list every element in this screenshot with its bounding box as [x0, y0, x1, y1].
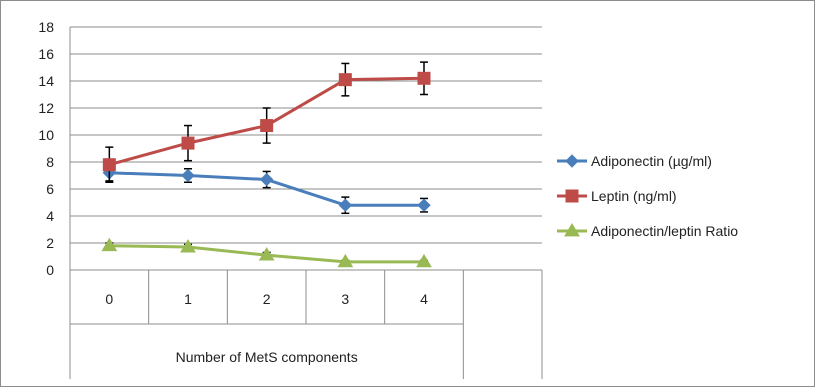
data-point-1 [338, 73, 352, 87]
x-tick-label: 4 [420, 291, 428, 307]
data-point-1 [417, 71, 431, 85]
data-point-0 [338, 198, 353, 212]
data-point-1 [102, 158, 116, 172]
y-tick-label: 8 [46, 154, 54, 170]
data-point-0 [259, 172, 274, 187]
data-point-0 [417, 198, 431, 212]
data-point-1 [181, 136, 195, 150]
y-tick-label: 10 [38, 127, 54, 143]
y-tick-label: 6 [46, 181, 54, 197]
data-point-0 [181, 168, 195, 183]
data-point-2 [416, 253, 432, 268]
y-tick-label: 12 [38, 100, 54, 116]
legend-label-2: Adiponectin/leptin Ratio [591, 223, 738, 239]
legend-marker-2 [564, 223, 580, 237]
x-tick-label: 2 [263, 291, 271, 307]
legend-label-1: Leptin (ng/ml) [591, 188, 677, 204]
y-tick-label: 4 [46, 208, 54, 224]
legend-marker-0 [565, 154, 579, 168]
x-tick-label: 0 [105, 291, 113, 307]
data-point-2 [258, 247, 275, 261]
y-tick-label: 16 [38, 46, 54, 62]
x-axis-title: Number of MetS components [176, 349, 358, 365]
y-tick-label: 2 [46, 235, 54, 251]
legend-label-0: Adiponectin (µg/ml) [591, 153, 712, 169]
y-tick-label: 18 [38, 19, 54, 35]
data-point-2 [337, 253, 354, 268]
x-tick-label: 3 [341, 291, 349, 307]
y-tick-label: 14 [38, 73, 54, 89]
y-tick-label: 0 [46, 262, 54, 278]
data-point-1 [260, 119, 274, 133]
data-point-2 [180, 239, 196, 253]
x-tick-label: 1 [184, 291, 192, 307]
legend-marker-1 [565, 189, 579, 203]
data-point-2 [101, 237, 118, 252]
